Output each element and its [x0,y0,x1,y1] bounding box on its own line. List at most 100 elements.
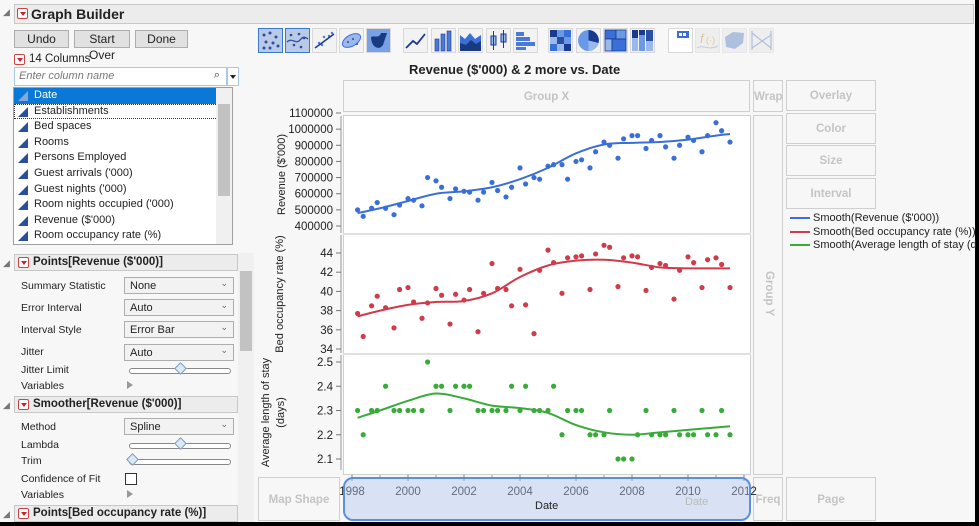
smoother-menu-icon[interactable] [18,399,29,410]
graph-title: Revenue ($'000) & 2 more vs. Date [409,62,621,77]
column-list: Date Establishments Bed spaces Rooms Per… [13,87,233,245]
column-label: Persons Employed [34,151,127,164]
column-label: Bed spaces [34,120,92,133]
page-zone[interactable]: Page [786,477,876,521]
column-item-date[interactable]: Date [14,88,232,104]
box-plot-icon[interactable] [486,28,511,53]
start-over-button[interactable]: Start Over [74,30,130,62]
smoother-disclosure-icon[interactable]: ◢ [3,400,10,410]
confidence-of-fit-checkbox[interactable] [125,473,137,485]
trim-slider[interactable] [126,453,231,466]
columns-menu-icon[interactable] [14,54,25,65]
freq-zone[interactable]: Freq [753,477,783,521]
column-label: Rooms [34,135,69,148]
ellipse-icon[interactable] [339,28,364,53]
line-of-fit-icon[interactable] [312,28,337,53]
overlay-zone[interactable]: Overlay [786,80,876,111]
svg-text:(days): (days) [275,397,287,428]
method-select[interactable]: Spline ⌄ [124,418,234,435]
column-item-guest-arrivals[interactable]: Guest arrivals ('000) [14,166,232,182]
jitter-limit-slider[interactable] [129,362,231,375]
search-icon[interactable]: ⌕ [213,69,220,81]
color-zone[interactable]: Color [786,113,876,144]
column-item-guest-nights[interactable]: Guest nights ('000) [14,182,232,198]
pie-icon[interactable] [576,28,601,53]
interval-style-label: Interval Style [21,324,82,336]
column-item-establishments[interactable]: Establishments [14,103,232,120]
formula-icon[interactable]: f (·) [695,28,720,53]
map-shapes-icon[interactable] [722,28,747,53]
legend: Smooth(Revenue ($'000)) Smooth(Bed occup… [790,212,977,253]
smoother-icon[interactable] [285,28,310,53]
svg-text:38: 38 [320,306,333,318]
svg-text:f: f [700,31,705,46]
svg-text:Revenue ($'000): Revenue ($'000) [276,134,288,215]
legend-item-length-of-stay[interactable]: Smooth(Average length of stay (d [790,239,977,253]
column-label: Guest nights ('000) [34,182,127,195]
points-icon[interactable] [258,28,283,53]
column-item-persons-employed[interactable]: Persons Employed [14,150,232,166]
mosaic-icon[interactable] [630,28,655,53]
interval-zone[interactable]: Interval [786,178,876,209]
interval-style-select[interactable]: Error Bar ⌄ [124,321,234,338]
red-triangle-menu-icon[interactable] [17,8,28,19]
column-item-bed-spaces[interactable]: Bed spaces [14,119,232,135]
column-item-room-nights-occupied[interactable]: Room nights occupied ('000) [14,197,232,213]
title-bar: Graph Builder [14,4,974,24]
lambda-slider[interactable] [129,437,231,450]
svg-text:900000: 900000 [295,140,333,152]
group-y-label: Group Y [763,271,775,317]
scrollbar-thumb[interactable] [218,104,230,196]
continuous-column-icon [18,200,28,211]
area-icon[interactable] [458,28,483,53]
continuous-column-icon [18,184,28,195]
legend-swatch [790,230,810,233]
variables-expand-icon[interactable] [127,490,133,498]
group-x-zone[interactable]: Group X [343,80,750,112]
points-disclosure-icon[interactable]: ◢ [3,258,10,268]
bar-icon[interactable] [431,28,456,53]
x-axis-drop-zone[interactable] [343,477,751,521]
contour-icon[interactable] [366,28,391,53]
column-search-input[interactable]: Enter column name ⌕ [14,67,227,86]
scrollbar-thumb[interactable] [240,271,252,351]
column-item-room-occupancy-rate[interactable]: Room occupancy rate (%) [14,228,232,244]
map-shape-zone[interactable]: Map Shape [258,477,340,521]
column-item-rooms[interactable]: Rooms [14,135,232,151]
line-icon[interactable] [403,28,428,53]
wrap-zone[interactable]: Wrap [753,80,783,112]
plot-frame[interactable] [343,115,751,475]
select-value: Auto [130,302,153,314]
points2-disclosure-icon[interactable]: ◢ [3,509,10,519]
column-list-scrollbar[interactable] [216,88,232,244]
points2-menu-icon[interactable] [18,508,29,519]
legend-label: Smooth(Bed occupancy rate (%)) [813,225,976,238]
svg-text:1998: 1998 [339,486,365,498]
confidence-of-fit-label: Confidence of Fit [21,473,101,485]
histogram-icon[interactable] [513,28,538,53]
points-section-header: Points[Revenue ($'000)] [14,254,238,271]
jitter-select[interactable]: Auto ⌄ [124,344,234,361]
svg-text:34: 34 [320,344,333,356]
legend-item-revenue[interactable]: Smooth(Revenue ($'000)) [790,212,977,226]
legend-item-bed-occupancy[interactable]: Smooth(Bed occupancy rate (%)) [790,226,977,240]
parallel-plot-icon[interactable] [749,28,774,53]
collapse-disclosure-icon[interactable]: ◢ [3,7,10,17]
column-search-dropdown-button[interactable] [227,67,239,86]
caption-box-icon[interactable] [668,28,693,53]
undo-button[interactable]: Undo [14,30,69,48]
group-y-zone[interactable]: Group Y [753,115,783,475]
size-zone[interactable]: Size [786,145,876,176]
variables-expand-icon[interactable] [127,381,133,389]
summary-statistic-select[interactable]: None ⌄ [124,277,234,294]
properties-scrollbar[interactable] [238,253,254,522]
column-item-revenue[interactable]: Revenue ($'000) [14,213,232,229]
error-interval-select[interactable]: Auto ⌄ [124,299,234,316]
heatmap-icon[interactable] [548,28,573,53]
select-value: Spline [130,421,161,433]
points-menu-icon[interactable] [18,257,29,268]
done-button[interactable]: Done [135,30,188,48]
treemap-icon[interactable] [603,28,628,53]
